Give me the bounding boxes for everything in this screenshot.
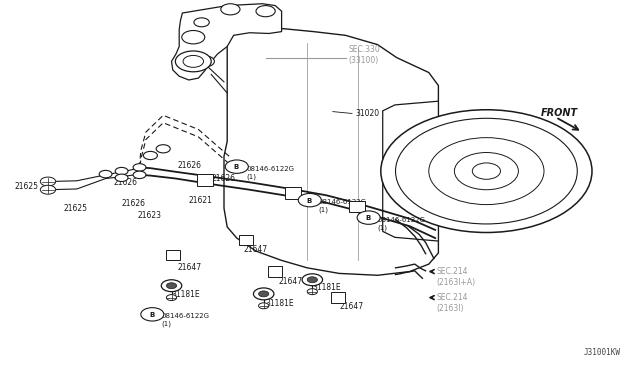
Text: 21626: 21626	[211, 174, 236, 183]
Bar	[285, 187, 301, 199]
Text: J31001KW: J31001KW	[584, 348, 621, 357]
Text: 31020: 31020	[355, 109, 380, 118]
Circle shape	[182, 31, 205, 44]
Text: SEC.214
(2163I): SEC.214 (2163I)	[436, 293, 468, 313]
Circle shape	[143, 151, 157, 160]
Text: 21647: 21647	[339, 302, 364, 311]
Circle shape	[381, 110, 592, 232]
Circle shape	[166, 283, 177, 289]
Circle shape	[40, 185, 56, 194]
Text: 21625: 21625	[14, 182, 38, 190]
Circle shape	[472, 163, 500, 179]
Circle shape	[99, 170, 112, 178]
Circle shape	[357, 211, 380, 224]
Circle shape	[298, 193, 321, 207]
Polygon shape	[224, 28, 438, 275]
Text: 31181E: 31181E	[312, 283, 341, 292]
Circle shape	[302, 274, 323, 286]
Circle shape	[183, 55, 204, 67]
Text: 21626: 21626	[178, 161, 202, 170]
Text: B: B	[365, 215, 371, 221]
Circle shape	[396, 118, 577, 224]
Text: FRONT: FRONT	[541, 109, 578, 118]
Circle shape	[115, 167, 128, 175]
Circle shape	[115, 174, 128, 182]
Circle shape	[133, 164, 146, 171]
Text: 21625: 21625	[64, 204, 88, 213]
Text: B: B	[149, 312, 154, 318]
Bar	[239, 235, 253, 245]
Text: 08146-6122G
(1): 08146-6122G (1)	[246, 166, 294, 180]
Bar	[349, 201, 365, 212]
Polygon shape	[172, 4, 282, 80]
Text: 31181E: 31181E	[172, 290, 200, 299]
Circle shape	[141, 308, 164, 321]
Circle shape	[259, 303, 269, 309]
Circle shape	[221, 4, 240, 15]
Circle shape	[429, 138, 544, 205]
Text: 31181E: 31181E	[266, 299, 294, 308]
Circle shape	[259, 291, 269, 297]
Text: 21621: 21621	[189, 196, 212, 205]
Text: SEC.214
(2163I+A): SEC.214 (2163I+A)	[436, 267, 476, 287]
Text: 08146-6122G
(1): 08146-6122G (1)	[378, 217, 426, 231]
Bar	[268, 266, 282, 277]
Polygon shape	[383, 101, 438, 241]
Circle shape	[454, 153, 518, 190]
Circle shape	[307, 277, 317, 283]
Text: SEC.330
(33100): SEC.330 (33100)	[349, 45, 381, 65]
Text: B: B	[307, 198, 312, 203]
Text: B: B	[234, 164, 239, 170]
Text: 21626: 21626	[114, 178, 138, 187]
Circle shape	[195, 56, 214, 67]
Bar	[197, 174, 212, 186]
Circle shape	[133, 171, 146, 179]
Circle shape	[194, 18, 209, 27]
Circle shape	[156, 145, 170, 153]
Text: 21623: 21623	[138, 211, 161, 220]
Circle shape	[256, 6, 275, 17]
Circle shape	[166, 295, 177, 301]
Text: 21647: 21647	[178, 263, 202, 272]
Bar	[166, 250, 180, 260]
Text: 21626: 21626	[122, 199, 146, 208]
Circle shape	[161, 280, 182, 292]
Circle shape	[40, 177, 56, 186]
Text: 21647: 21647	[243, 245, 268, 254]
Text: 08146-6122G
(1): 08146-6122G (1)	[161, 313, 209, 327]
Circle shape	[253, 288, 274, 300]
Bar	[331, 292, 345, 303]
Circle shape	[225, 160, 248, 173]
Text: 08146-6122G
(1): 08146-6122G (1)	[319, 199, 367, 213]
Circle shape	[175, 51, 211, 72]
Circle shape	[307, 289, 317, 295]
Text: 21647: 21647	[278, 277, 303, 286]
